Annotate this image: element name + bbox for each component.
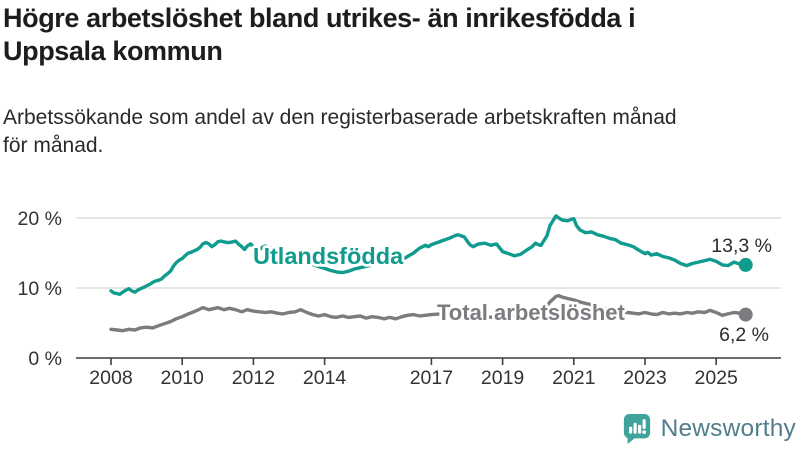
- x-tick-label-2019: 2019: [481, 367, 524, 389]
- x-tick-label-2017: 2017: [410, 367, 453, 389]
- x-tick-label-2008: 2008: [89, 367, 132, 389]
- end-value-label-total: 6,2 %: [719, 324, 769, 346]
- x-tick-label-2012: 2012: [232, 367, 275, 389]
- x-tick-label-2010: 2010: [161, 367, 205, 389]
- newsworthy-logo: Newsworthy: [622, 411, 796, 447]
- series-line-utlandsfodda: [109, 214, 748, 296]
- x-tick-label-2023: 2023: [623, 367, 666, 389]
- x-tick-label-2014: 2014: [303, 367, 347, 389]
- series-line-total: [109, 294, 748, 333]
- series-label-total: Total arbetslöshet: [437, 300, 626, 325]
- y-tick-label-0: 0 %: [28, 348, 62, 370]
- x-tick-label-2025: 2025: [695, 367, 739, 389]
- end-dot-utlandsfodda: [738, 257, 753, 272]
- newsworthy-bar-chart-bubble-icon: [623, 414, 650, 444]
- y-tick-label-10: 10 %: [18, 278, 62, 300]
- chart-title: Högre arbetslöshet bland utrikes- än inr…: [3, 2, 797, 68]
- x-tick-label-2021: 2021: [552, 367, 595, 389]
- end-dot-total: [738, 307, 753, 322]
- unemployment-line-chart: Utlandsfödda Total arbetslöshet 13,3 % 6,2 …: [18, 208, 781, 389]
- title-line-1: Högre arbetslöshet bland utrikes- än inr…: [3, 3, 636, 33]
- title-line-2: Uppsala kommun: [3, 36, 223, 66]
- newsworthy-wordmark: Newsworthy: [660, 415, 796, 442]
- chart-subtitle: Arbetssökande som andel av den registerb…: [3, 104, 797, 160]
- subtitle-line-1: Arbetssökande som andel av den registerb…: [3, 106, 677, 129]
- y-tick-label-20: 20 %: [18, 208, 62, 230]
- subtitle-line-2: för månad.: [3, 134, 104, 157]
- end-value-label-utlandsfodda: 13,3 %: [711, 235, 772, 257]
- series-label-utlandsfodda: Utlandsfödda: [253, 243, 404, 269]
